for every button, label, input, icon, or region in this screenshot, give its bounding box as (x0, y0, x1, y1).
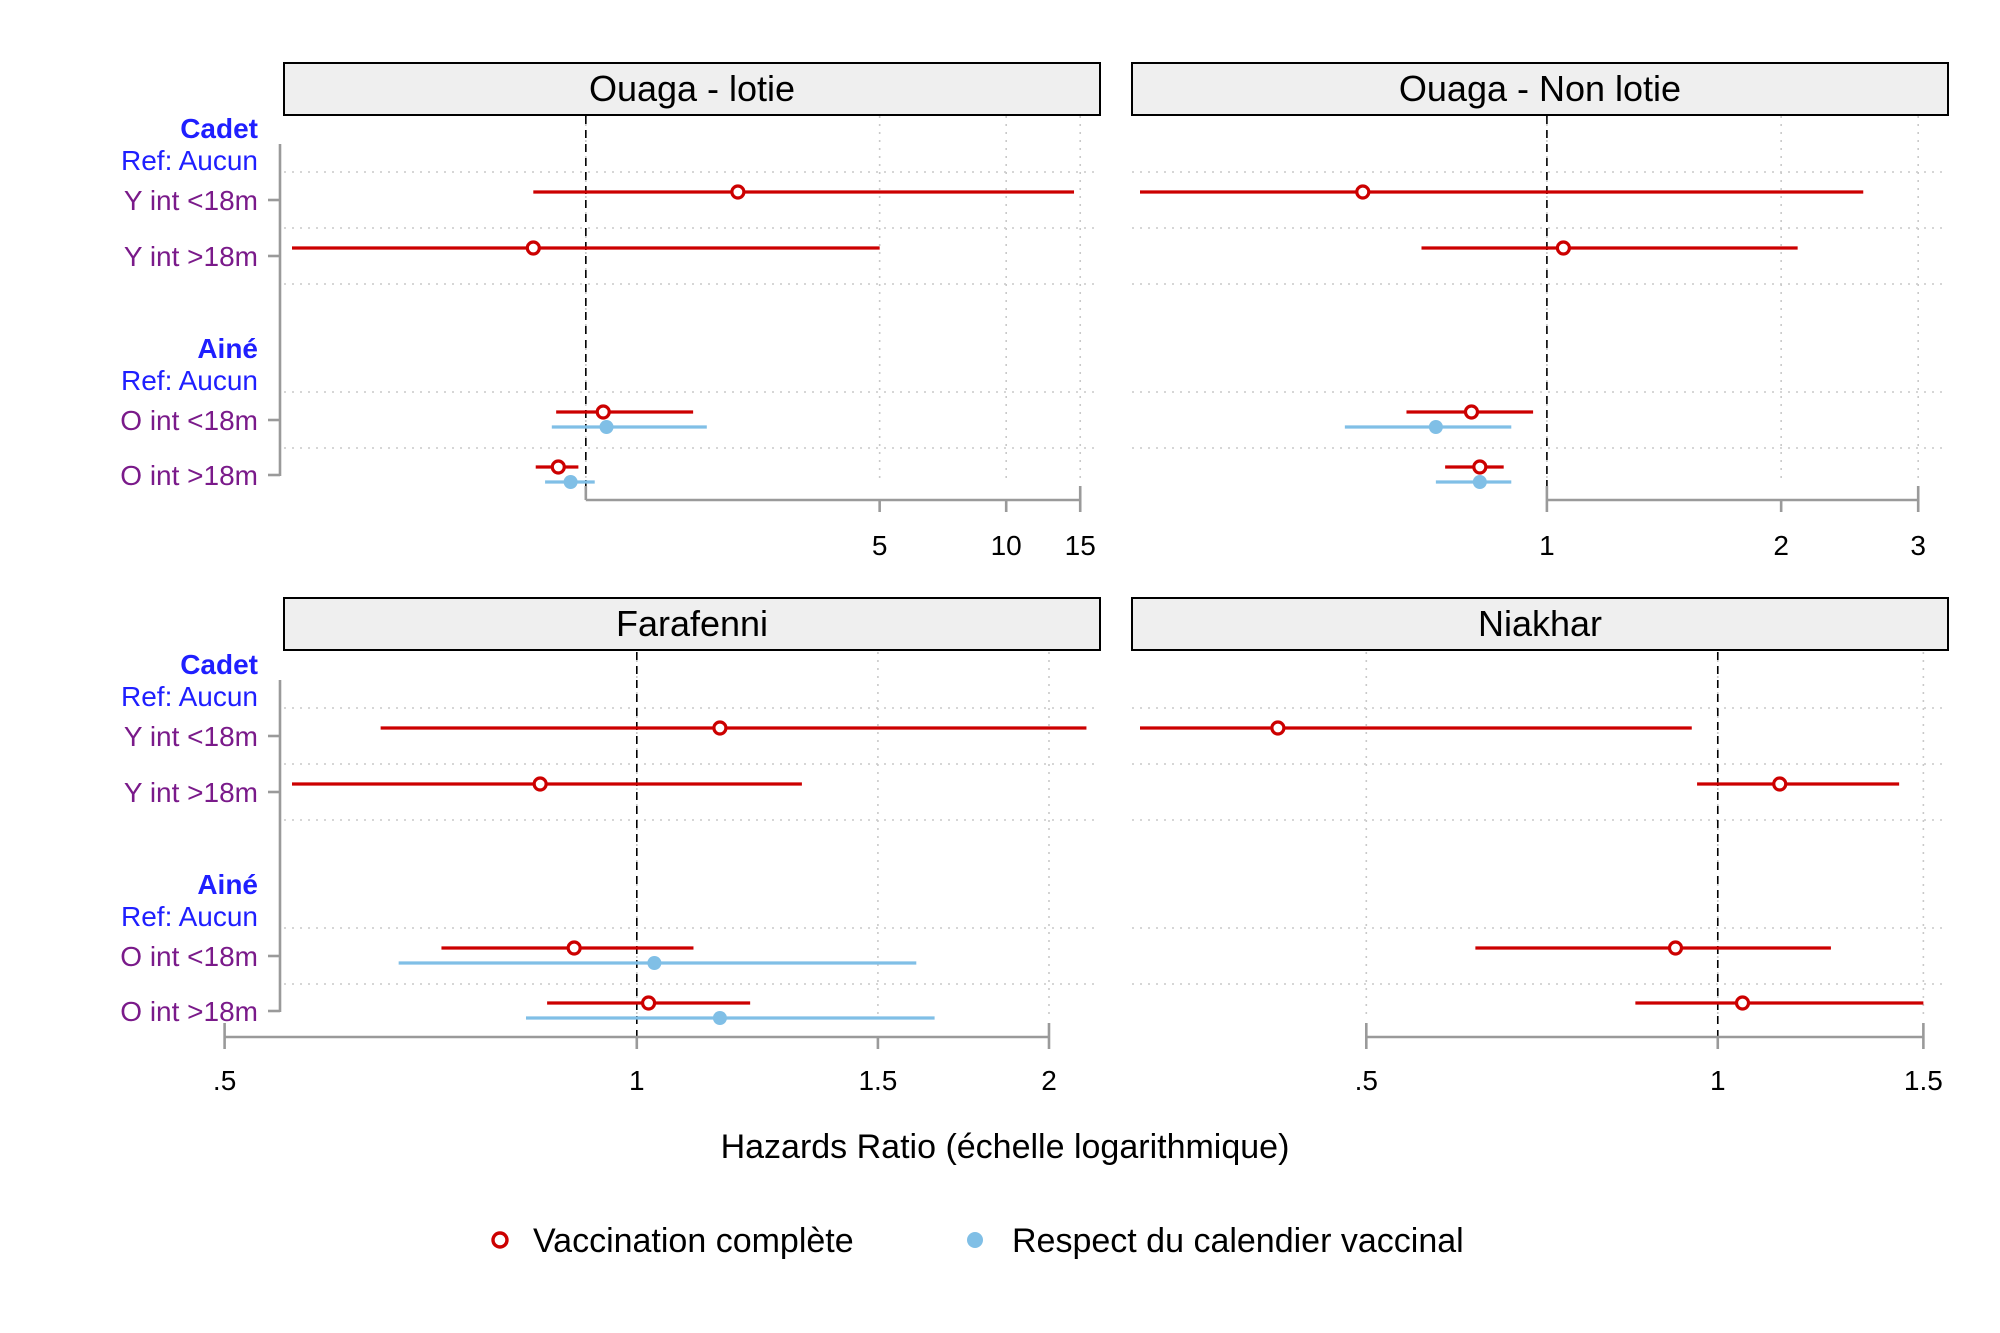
row-label-cadet: Cadet (180, 113, 258, 144)
x-axis-title: Hazards Ratio (échelle logarithmique) (721, 1128, 1290, 1166)
row-label-cadet: Cadet (180, 649, 258, 680)
row-label-o-int-18m: O int >18m (120, 996, 258, 1027)
x-tick-label: 10 (991, 530, 1022, 561)
legend-label-respect-calendrier: Respect du calendier vaccinal (1012, 1222, 1464, 1260)
x-tick-label: 1 (629, 1065, 645, 1096)
panel-farafenni: Farafenni .5 1 1.5 2 (213, 597, 1101, 1096)
x-tick-label: 1.5 (858, 1065, 897, 1096)
row-label-y-int-18m: Y int >18m (124, 777, 258, 808)
legend-marker-respect-calendrier (967, 1232, 983, 1248)
x-tick-label: 5 (872, 530, 888, 561)
point-estimate-vaccination-complete (550, 459, 566, 475)
point-estimate-vaccination-complete (1472, 459, 1488, 475)
panel-ouaga-non-lotie: Ouaga - Non lotie 1 2 3 (1131, 62, 1949, 561)
point-estimate-vaccination-complete (1772, 776, 1788, 792)
row-label-o-int-18m: O int >18m (120, 460, 258, 491)
x-tick-label: 15 (1065, 530, 1096, 561)
point-estimate-vaccination-complete (1555, 240, 1571, 256)
point-estimate-vaccination-complete (1667, 940, 1684, 956)
x-tick-label: 2 (1041, 1065, 1057, 1096)
panel-title: Ouaga - lotie (589, 68, 795, 109)
point-estimate-respect-du-calendier-vaccinal (599, 420, 614, 434)
row-label-ref-aucun: Ref: Aucun (121, 681, 258, 712)
point-estimate-vaccination-complete (566, 940, 582, 956)
panel-strip (283, 62, 1101, 116)
legend: Vaccination complète Respect du calendie… (491, 1222, 1464, 1260)
row-label-aine: Ainé (197, 333, 258, 364)
x-tick-label: .5 (1355, 1065, 1378, 1096)
point-estimate-vaccination-complete (1355, 184, 1371, 200)
point-estimate-respect-du-calendier-vaccinal (712, 1011, 727, 1025)
point-estimate-respect-du-calendier-vaccinal (563, 475, 578, 489)
legend-marker-vaccination-complete (491, 1231, 509, 1249)
point-estimate-vaccination-complete (640, 995, 657, 1011)
row-label-o-int-18m: O int <18m (120, 941, 258, 972)
point-estimate-vaccination-complete (730, 184, 746, 200)
panel-title: Farafenni (616, 603, 768, 644)
panel-title: Ouaga - Non lotie (1399, 68, 1681, 109)
panel-ouaga-lotie: Ouaga - lotie 5 10 15 (283, 62, 1101, 561)
panel-strip (1131, 597, 1949, 651)
panel-strip (283, 597, 1101, 651)
point-estimate-vaccination-complete (525, 240, 541, 256)
point-estimate-respect-du-calendier-vaccinal (1472, 475, 1487, 489)
row-label-y-int-18m: Y int <18m (124, 185, 258, 216)
row-label-ref-aucun: Ref: Aucun (121, 901, 258, 932)
point-estimate-vaccination-complete (595, 404, 611, 420)
point-estimate-vaccination-complete (532, 776, 548, 792)
x-tick-label: 1.5 (1904, 1065, 1943, 1096)
panels: Ouaga - lotie 5 10 15 Ouaga - Non lotie 1 2 3 Fa… (213, 62, 1949, 1096)
x-tick-label: 1 (1539, 530, 1555, 561)
x-tick-label: .5 (213, 1065, 236, 1096)
row-label-ref-aucun: Ref: Aucun (121, 145, 258, 176)
row-label-ref-aucun: Ref: Aucun (121, 365, 258, 396)
x-tick-label: 1 (1710, 1065, 1726, 1096)
panel-niakhar: Niakhar .5 1 1.5 (1131, 597, 1949, 1096)
row-label-y-int-18m: Y int >18m (124, 241, 258, 272)
legend-label-vaccination-complete: Vaccination complète (533, 1222, 854, 1260)
point-estimate-respect-du-calendier-vaccinal (1428, 420, 1443, 434)
point-estimate-vaccination-complete (712, 720, 728, 736)
point-estimate-respect-du-calendier-vaccinal (647, 956, 662, 970)
point-estimate-vaccination-complete (1734, 995, 1751, 1011)
panel-title: Niakhar (1478, 603, 1602, 644)
x-tick-label: 2 (1773, 530, 1789, 561)
row-label-o-int-18m: O int <18m (120, 405, 258, 436)
row-label-y-int-18m: Y int <18m (124, 721, 258, 752)
point-estimate-vaccination-complete (1270, 720, 1286, 736)
panel-strip (1131, 62, 1949, 116)
x-tick-label: 3 (1910, 530, 1926, 561)
row-label-aine: Ainé (197, 869, 258, 900)
point-estimate-vaccination-complete (1463, 404, 1480, 420)
